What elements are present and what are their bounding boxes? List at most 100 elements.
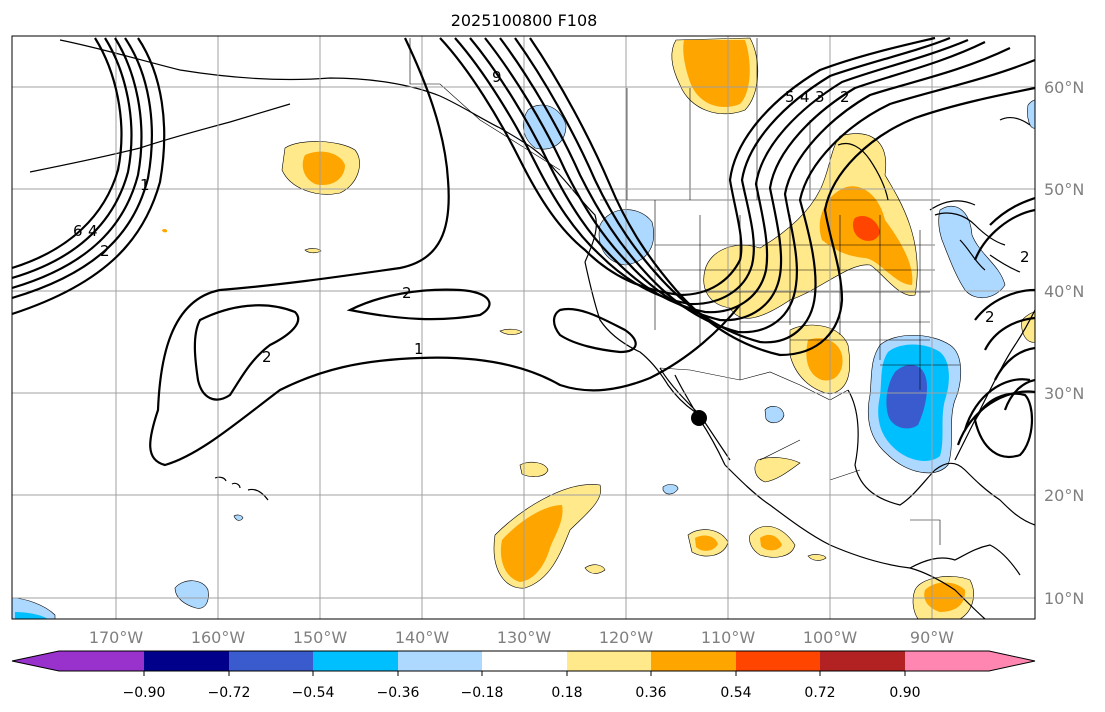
negative-anomaly-gulf-core: [886, 364, 928, 429]
contour-line-2: [193, 304, 300, 401]
positive-anomaly-core: [695, 535, 718, 551]
lon-label: 140°W: [395, 628, 450, 647]
lat-label: 30°N: [1044, 384, 1084, 403]
lon-label: 100°W: [803, 628, 858, 647]
positive-anomaly-core: [806, 338, 843, 381]
hudson-bay: [837, 142, 889, 201]
lon-label: 160°W: [191, 628, 246, 647]
shaded-anomalies: [12, 37, 1035, 619]
contour-line: [484, 37, 986, 322]
map-frame: [11, 35, 1036, 620]
positive-anomaly-small-2: [754, 457, 801, 483]
positive-anomaly-dot: [304, 248, 322, 254]
colorbar-tick-label: 0.54: [720, 685, 751, 701]
contour-line: [12, 37, 133, 280]
positive-anomaly-dot: [162, 228, 168, 233]
colorbar-tick-label: 0.36: [635, 685, 666, 701]
contour-line: [439, 36, 936, 297]
colorbar-ticks: −0.90 −0.72 −0.54 −0.36 −0.18 0.18 0.36 …: [123, 671, 921, 701]
contour-label: 2: [1020, 248, 1030, 266]
colorbar-tick-label: −0.54: [292, 685, 335, 701]
colorbar-segment: [905, 651, 989, 671]
positive-anomaly-small-6: [807, 554, 827, 561]
contour-line-2: [149, 37, 741, 467]
pacific-coast-us: [584, 261, 696, 413]
contour-label: 1: [414, 340, 424, 358]
lat-label: 10°N: [1044, 589, 1084, 608]
contour-line: [974, 288, 1035, 411]
contour-label: 2: [262, 348, 272, 366]
colorbar-tick-label: −0.36: [377, 685, 420, 701]
contour-label: 1: [140, 176, 150, 194]
map-panel: 6 4 2 1 2 2 1 9 5 4 3 2 2 2: [11, 35, 1036, 620]
negative-anomaly-small-3: [174, 580, 209, 609]
contour-line: [12, 37, 153, 300]
colorbar-tick-label: −0.72: [208, 685, 251, 701]
coastlines: [29, 39, 1035, 619]
contour-label: 4: [800, 88, 810, 106]
colorbar-extend-low: [12, 651, 59, 671]
negative-anomaly-small-1: [764, 406, 785, 424]
map-title: 2025100800 F108: [451, 11, 598, 30]
positive-anomaly-core: [302, 151, 345, 186]
negative-anomaly-corner-core: [15, 612, 48, 619]
colorbar-segment: [482, 651, 567, 671]
longitude-labels: 170°W 160°W 150°W 140°W 130°W 120°W 110°…: [89, 628, 954, 647]
lon-label: 170°W: [89, 628, 144, 647]
colorbar: −0.90 −0.72 −0.54 −0.36 −0.18 0.18 0.36 …: [11, 650, 1036, 701]
alaska-canada-border: [409, 38, 561, 171]
positive-anomaly-small-1: [519, 461, 549, 477]
gridlines: [12, 36, 1035, 619]
contour-lines: [12, 36, 1035, 467]
positive-anomaly-core: [500, 505, 563, 582]
positive-anomaly-max: [852, 215, 880, 241]
lat-label: 60°N: [1044, 78, 1084, 97]
negative-anomaly-small-4: [233, 514, 244, 521]
colorbar-segment: [736, 651, 820, 671]
negative-anomaly-small-2: [662, 484, 679, 495]
latitude-labels: 60°N 50°N 40°N 30°N 20°N 10°N: [1044, 78, 1084, 608]
colorbar-segment: [567, 651, 651, 671]
colorbar-segment: [144, 651, 229, 671]
lat-label: 20°N: [1044, 486, 1084, 505]
contour-label: 2: [100, 242, 110, 260]
negative-anomaly-great-lakes: [938, 205, 1006, 298]
lon-label: 150°W: [293, 628, 348, 647]
contour-label: 4: [88, 222, 98, 240]
colorbar-tick-label: 0.72: [804, 685, 835, 701]
colorbar-tick-label: 0.18: [551, 685, 582, 701]
contour-label: 2: [985, 308, 995, 326]
positive-anomaly-dot: [499, 328, 523, 335]
colorbar-tick-label: −0.90: [123, 685, 166, 701]
lon-label: 90°W: [910, 628, 954, 647]
contour-label: 3: [815, 88, 825, 106]
contour-line: [469, 37, 969, 314]
contour-labels: 6 4 2 1 2 2 1 9 5 4 3 2 2 2: [73, 68, 1030, 366]
lat-label: 40°N: [1044, 282, 1084, 301]
contour-line: [973, 196, 1035, 261]
contour-line: [973, 392, 1034, 458]
contour-line: [12, 37, 123, 270]
contour-line: [454, 36, 951, 306]
contour-line: [514, 37, 1035, 344]
contour-line: [499, 37, 1011, 334]
contour-label: 2: [402, 284, 412, 302]
great-lakes: [934, 212, 1021, 273]
colorbar-segment: [229, 651, 313, 671]
location-marker-dot: [691, 410, 707, 426]
colorbar-extend-high: [989, 651, 1035, 671]
canada-islands: [929, 116, 1031, 211]
colorbar-outline: [11, 650, 1036, 672]
aleutian-chain: [29, 103, 291, 173]
contour-label: 9: [492, 68, 502, 86]
gulf-coast: [847, 389, 1035, 526]
colorbar-segment: [651, 651, 736, 671]
colorbar-tick-label: 0.90: [889, 685, 920, 701]
contour-label: 6: [73, 222, 83, 240]
positive-anomaly-small-5: [584, 564, 606, 574]
mexico-coast: [724, 464, 986, 619]
lat-label: 50°N: [1044, 180, 1084, 199]
contour-line-1: [552, 307, 637, 354]
lon-label: 110°W: [701, 628, 756, 647]
